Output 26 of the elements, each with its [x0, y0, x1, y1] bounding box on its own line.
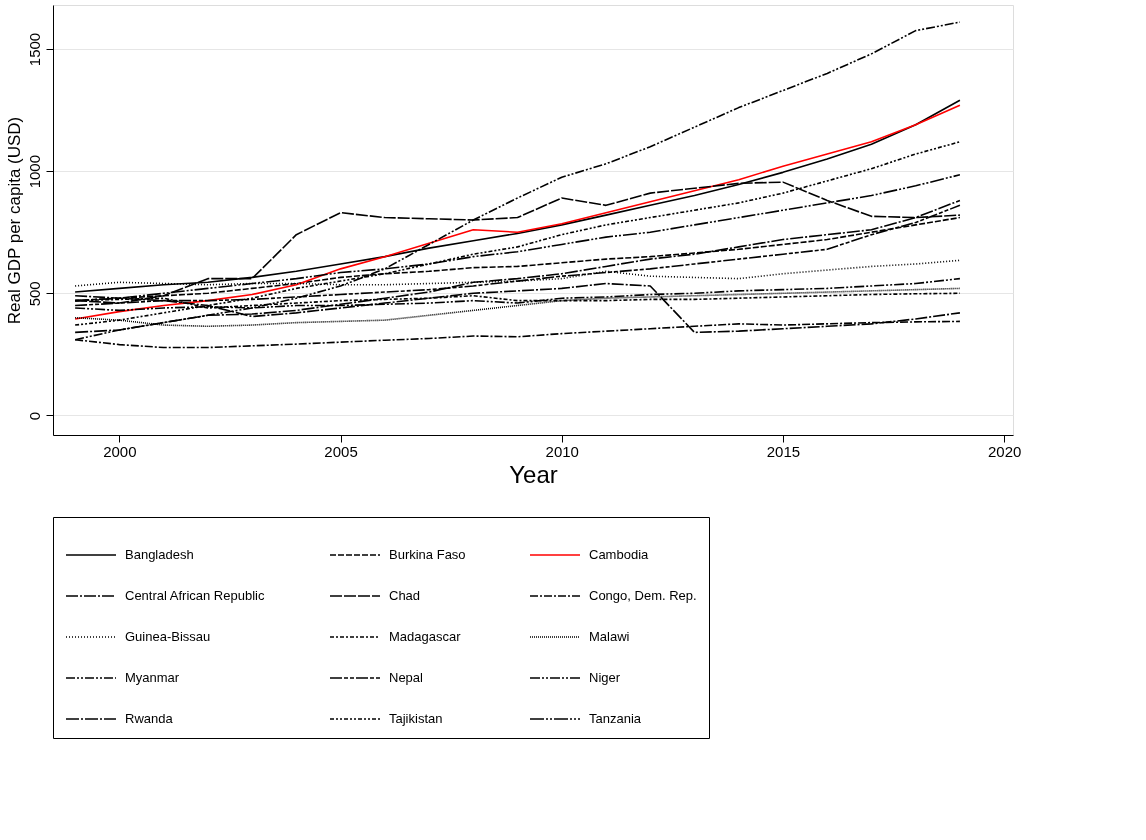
legend-label: Niger [589, 670, 621, 685]
x-tick-label: 2000 [103, 442, 137, 460]
x-tick-label: 2020 [987, 442, 1022, 460]
y-tick-label: 500 [25, 281, 43, 307]
legend-label: Tanzania [589, 711, 642, 726]
legend-label: Nepal [389, 670, 424, 685]
legend-label: Tajikistan [389, 711, 443, 726]
legend-label: Malawi [589, 629, 630, 644]
legend-label: Bangladesh [125, 547, 194, 562]
y-tick-label: 0 [25, 411, 43, 421]
legend-label: Central African Republic [125, 588, 265, 603]
legend-label: Guinea-Bissau [125, 629, 211, 644]
legend-label: Rwanda [125, 711, 174, 726]
x-axis-title: Year [509, 460, 558, 488]
legend-label: Myanmar [125, 670, 180, 685]
y-axis-title: Real GDP per capita (USD) [4, 116, 24, 325]
legend-label: Congo, Dem. Rep. [589, 588, 697, 603]
legend-label: Chad [389, 588, 421, 603]
y-tick-label: 1000 [25, 154, 43, 189]
legend-label: Madagascar [389, 629, 462, 644]
x-tick-label: 2005 [324, 442, 358, 460]
y-tick-label: 1500 [25, 32, 43, 67]
legend-label: Cambodia [589, 547, 650, 562]
x-tick-label: 2015 [766, 442, 801, 460]
legend-label: Burkina Faso [389, 547, 466, 562]
x-tick-label: 2010 [545, 442, 579, 460]
